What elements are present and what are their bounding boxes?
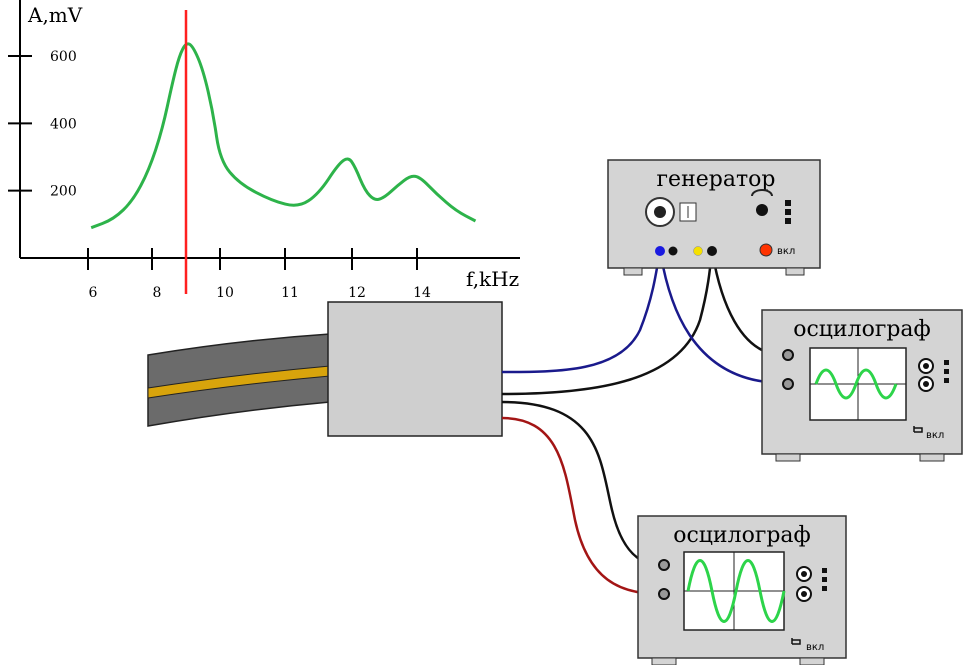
power-switch-label: вкл	[777, 246, 795, 257]
generator-foot-left	[623, 267, 643, 276]
indicator-dot	[944, 378, 949, 383]
x-tick-label: 10	[216, 285, 234, 301]
pipe-segment	[147, 333, 331, 427]
output-jack-black[interactable]	[668, 246, 678, 256]
oscilloscope-2-device: осцилограф вкл	[637, 515, 847, 666]
power-switch-label: вкл	[926, 430, 944, 441]
generator-title: генератор	[657, 167, 776, 192]
generator-device: генератор вкл	[607, 159, 821, 276]
indicator-dot	[785, 218, 791, 224]
power-switch-button[interactable]	[759, 243, 773, 257]
cable-sensor-to-generator	[501, 249, 662, 374]
power-switch-label: вкл	[806, 642, 824, 653]
input-jack-1[interactable]	[782, 349, 794, 361]
input-jack-1[interactable]	[658, 559, 670, 571]
output-jack-blue[interactable]	[655, 246, 665, 256]
x-tick-label: 6	[89, 285, 98, 301]
channel-knob-1-center	[801, 571, 807, 577]
amplitude-knob-arc	[751, 189, 773, 197]
cable-sensor-to-osc2-red	[501, 416, 661, 596]
channel-knob-2-center	[801, 591, 807, 597]
x-tick-label: 8	[153, 285, 162, 301]
power-switch-icon[interactable]	[913, 426, 923, 433]
y-tick-label: 400	[50, 116, 77, 132]
output-jack-black-2[interactable]	[707, 246, 717, 256]
input-jack-2[interactable]	[782, 378, 794, 390]
amplitude-knob-icon[interactable]	[756, 204, 768, 216]
indicator-dot	[785, 209, 791, 215]
indicator-dot	[785, 200, 791, 206]
x-tick-label: 12	[348, 285, 366, 301]
indicator-dot	[822, 577, 827, 582]
indicator-dot	[822, 568, 827, 573]
indicator-dot	[944, 369, 949, 374]
indicator-dot	[822, 586, 827, 591]
oscilloscope-1-title: осцилограф	[793, 317, 931, 342]
resonance-chart: A,mV f,kHz 200 400 600 6 8 10 11 12 14	[8, 0, 520, 301]
channel-knob-1-center	[923, 363, 929, 369]
input-jack-2[interactable]	[658, 588, 670, 600]
osc1-foot-left	[775, 453, 801, 462]
channel-knob-2-center	[923, 381, 929, 387]
amplitude-curve	[90, 42, 477, 230]
frequency-dial-center	[654, 206, 666, 218]
generator-foot-right	[785, 267, 805, 276]
x-tick-label: 11	[281, 285, 299, 301]
y-tick-label: 600	[50, 49, 77, 65]
oscilloscope-2-trace	[686, 559, 786, 623]
y-ticks: 200 400 600	[8, 49, 77, 200]
power-switch-icon[interactable]	[791, 638, 801, 645]
output-jack-yellow[interactable]	[693, 246, 703, 256]
y-tick-label: 200	[50, 184, 77, 200]
y-axis-label: A,mV	[27, 3, 83, 27]
osc2-foot-right	[799, 657, 825, 666]
oscilloscope-1-device: осцилограф вкл	[761, 309, 963, 462]
x-axis-label: f,kHz	[466, 267, 519, 291]
osc1-foot-right	[919, 453, 945, 462]
osc2-foot-left	[651, 657, 677, 666]
x-tick-label: 14	[413, 285, 431, 301]
sensor-box	[327, 301, 503, 437]
indicator-dot	[944, 360, 949, 365]
x-ticks: 6 8 10 11 12 14	[87, 248, 431, 301]
oscilloscope-2-title: осцилограф	[673, 523, 811, 548]
cable-sensor-to-generator-black	[501, 249, 714, 396]
cable-generator-to-osc1-blue	[658, 249, 783, 385]
oscilloscope-1-trace	[814, 368, 898, 400]
